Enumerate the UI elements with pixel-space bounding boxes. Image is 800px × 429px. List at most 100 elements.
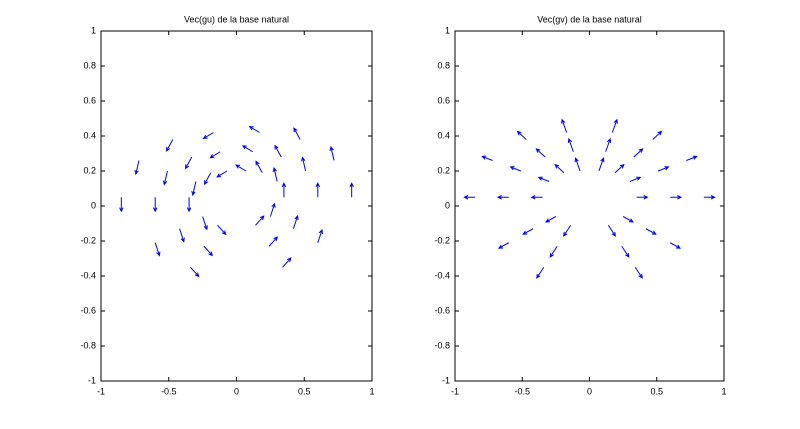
arrow	[522, 228, 534, 235]
y-tick-label: 1	[445, 25, 450, 35]
arrow	[209, 151, 221, 159]
arrow	[497, 242, 510, 249]
arrow	[184, 156, 193, 170]
arrow	[633, 148, 644, 158]
arrow	[203, 245, 214, 257]
x-tick-label: 0	[587, 386, 592, 396]
axes-box	[454, 30, 725, 382]
arrow	[153, 197, 158, 213]
arrow	[614, 163, 625, 174]
arrow	[605, 137, 612, 152]
arrow	[516, 130, 527, 140]
arrow	[629, 176, 642, 182]
arrow	[703, 195, 716, 200]
y-tick-label: -0.2	[80, 235, 96, 245]
arrow	[530, 195, 543, 200]
arrow	[235, 164, 247, 172]
arrow	[496, 195, 509, 200]
arrow	[669, 242, 682, 249]
arrow	[202, 216, 208, 231]
y-tick-label: 0	[91, 200, 96, 210]
x-tick-label: 0.5	[298, 386, 311, 396]
axes-box	[100, 30, 373, 382]
arrow	[535, 148, 546, 158]
arrow	[537, 176, 550, 182]
arrow	[119, 197, 124, 213]
arrow	[162, 170, 168, 186]
y-tick-label: -0.2	[434, 235, 450, 245]
y-tick-label: 0.2	[437, 165, 450, 175]
y-tick-label: -0.8	[434, 340, 450, 350]
y-tick-label: -1	[88, 375, 96, 385]
x-tick-label: 0.5	[650, 386, 663, 396]
chart-title: Vec(gu) de la base natural	[184, 14, 289, 24]
arrow	[255, 160, 263, 173]
arrow	[293, 127, 301, 140]
x-tick-label: -1	[97, 386, 105, 396]
x-tick-label: -0.5	[161, 386, 177, 396]
arrow	[292, 214, 299, 229]
arrow	[652, 130, 663, 140]
y-tick-label: -0.6	[80, 305, 96, 315]
chart-title: Vec(gv) de la base natural	[537, 14, 642, 24]
arrow	[255, 215, 265, 226]
y-tick-label: -0.6	[434, 305, 450, 315]
y-tick-label: 0	[445, 200, 450, 210]
arrow	[657, 166, 670, 172]
arrow	[166, 139, 174, 152]
arrow	[545, 216, 557, 223]
arrow	[272, 166, 278, 182]
arrow	[621, 245, 630, 258]
y-tick-label: 0.8	[437, 60, 450, 70]
arrow	[202, 132, 214, 140]
x-tick-label: 0	[234, 386, 239, 396]
arrow	[636, 195, 649, 200]
y-tick-label: 0.8	[83, 60, 96, 70]
x-tick-label: 1	[721, 386, 726, 396]
arrow	[203, 172, 212, 186]
arrow	[611, 118, 618, 133]
arrow	[561, 118, 568, 133]
y-tick-label: 0.4	[83, 130, 96, 140]
arrow	[645, 228, 657, 235]
arrow	[186, 197, 192, 213]
arrow	[509, 166, 522, 172]
arrow	[598, 157, 605, 172]
arrow	[549, 245, 558, 258]
arrow	[622, 216, 634, 223]
arrow	[317, 228, 324, 243]
arrow	[190, 266, 200, 278]
arrow	[329, 145, 335, 161]
x-tick-label: 1	[369, 386, 374, 396]
arrow	[216, 170, 228, 178]
arrow	[154, 242, 161, 257]
arrow	[281, 182, 287, 198]
arrow	[481, 155, 493, 161]
y-tick-label: -1	[442, 375, 450, 385]
arrow	[282, 257, 292, 268]
x-tick-label: -0.5	[514, 386, 530, 396]
arrow	[315, 182, 320, 198]
arrow	[301, 156, 307, 172]
y-tick-label: 0.4	[437, 130, 450, 140]
arrow	[274, 144, 282, 158]
arrow	[607, 224, 616, 237]
arrow	[686, 155, 698, 161]
arrow	[134, 160, 140, 176]
x-tick-label: -1	[451, 386, 459, 396]
arrow	[191, 181, 197, 197]
arrow	[217, 224, 227, 236]
y-tick-label: -0.8	[80, 340, 96, 350]
y-tick-label: 1	[91, 25, 96, 35]
arrow	[269, 202, 276, 217]
arrow	[670, 195, 683, 200]
y-tick-label: -0.4	[80, 270, 96, 280]
y-tick-label: 0.6	[437, 95, 450, 105]
arrow	[536, 266, 545, 279]
arrow	[574, 157, 581, 172]
arrow	[349, 182, 354, 198]
arrow	[567, 137, 574, 152]
arrow	[248, 125, 260, 133]
